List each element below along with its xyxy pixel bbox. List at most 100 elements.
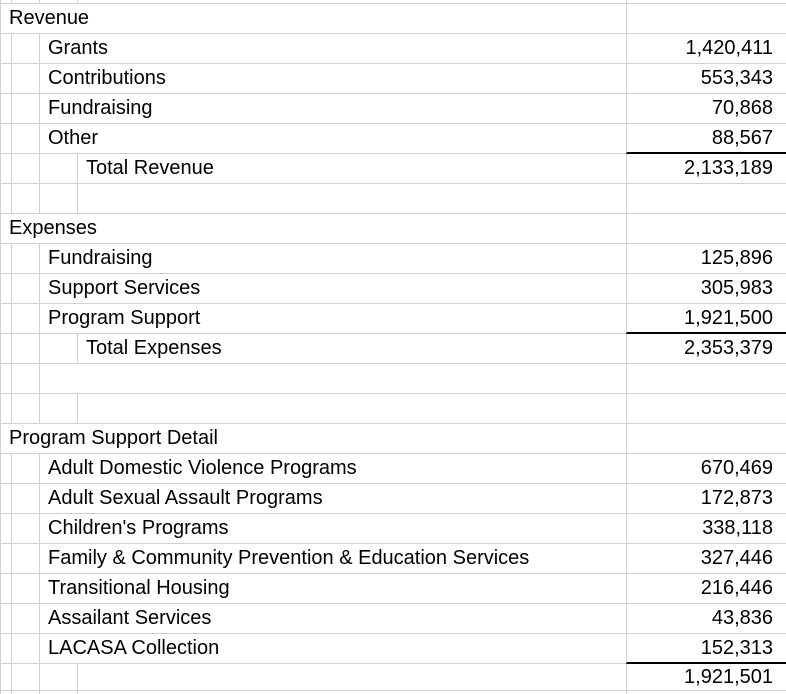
label-cell[interactable]: Expenses (1, 214, 626, 244)
value-cell[interactable]: 2,353,379 (626, 334, 786, 364)
label-cell[interactable] (78, 184, 626, 214)
label-cell[interactable]: Children's Programs (40, 514, 626, 544)
indent-cell-b[interactable] (12, 574, 40, 604)
label-cell[interactable]: Transitional Housing (40, 574, 626, 604)
indent-cell-b[interactable] (12, 64, 40, 94)
indent-cell-a[interactable] (1, 484, 12, 514)
label-cell[interactable]: Support Services (40, 274, 626, 304)
indent-cell-a[interactable] (1, 94, 12, 124)
indent-cell-b[interactable] (12, 454, 40, 484)
indent-cell-a[interactable] (1, 691, 12, 694)
label-cell[interactable]: Adult Domestic Violence Programs (40, 454, 626, 484)
value-cell[interactable] (626, 184, 786, 214)
indent-cell-a[interactable] (1, 244, 12, 274)
indent-cell-a[interactable] (1, 664, 12, 691)
indent-cell-b[interactable] (12, 691, 40, 694)
indent-cell-b[interactable] (12, 244, 40, 274)
value-cell[interactable]: 216,446 (626, 574, 786, 604)
indent-cell-a[interactable] (1, 364, 12, 394)
label-cell[interactable]: Fundraising (40, 94, 626, 124)
value-cell[interactable]: 43,836 (626, 604, 786, 634)
indent-cell-b[interactable] (12, 484, 40, 514)
indent-cell-a[interactable] (1, 34, 12, 64)
indent-cell-b[interactable] (12, 184, 40, 214)
indent-cell-a[interactable] (1, 124, 12, 154)
indent-cell-c[interactable] (40, 334, 78, 364)
indent-cell-a[interactable] (1, 454, 12, 484)
indent-cell-a[interactable] (1, 634, 12, 664)
indent-cell-b[interactable] (12, 394, 40, 424)
indent-cell-b[interactable] (12, 0, 40, 4)
value-cell[interactable]: 553,343 (626, 64, 786, 94)
indent-cell-c[interactable] (40, 664, 78, 691)
label-cell[interactable]: Grants (40, 34, 626, 64)
value-cell[interactable]: 172,873 (626, 484, 786, 514)
value-cell[interactable]: 88,567 (626, 124, 786, 154)
value-cell[interactable] (626, 691, 786, 694)
label-cell[interactable] (78, 394, 626, 424)
indent-cell-a[interactable] (1, 304, 12, 334)
value-cell[interactable]: 70,868 (626, 94, 786, 124)
indent-cell-b[interactable] (12, 94, 40, 124)
value-cell[interactable] (626, 424, 786, 454)
label-cell[interactable] (78, 0, 626, 4)
indent-cell-c[interactable] (40, 154, 78, 184)
label-cell[interactable]: Fundraising (40, 244, 626, 274)
indent-cell-c[interactable] (40, 184, 78, 214)
indent-cell-a[interactable] (1, 274, 12, 304)
indent-cell-c[interactable] (40, 0, 78, 4)
indent-cell-a[interactable] (1, 544, 12, 574)
label-cell[interactable]: Other (40, 124, 626, 154)
label-cell[interactable]: Family & Community Prevention & Educatio… (40, 544, 626, 574)
indent-cell-a[interactable] (1, 0, 12, 4)
label-cell[interactable] (78, 664, 626, 691)
value-cell[interactable]: 2,133,189 (626, 154, 786, 184)
indent-cell-a[interactable] (1, 64, 12, 94)
indent-cell-b[interactable] (12, 304, 40, 334)
indent-cell-a[interactable] (1, 154, 12, 184)
indent-cell-a[interactable] (1, 574, 12, 604)
value-cell[interactable] (626, 0, 786, 4)
value-cell[interactable]: 1,420,411 (626, 34, 786, 64)
indent-cell-b[interactable] (12, 664, 40, 691)
label-cell[interactable]: Contributions (40, 64, 626, 94)
indent-cell-b[interactable] (12, 34, 40, 64)
label-cell[interactable]: LACASA Collection (40, 634, 626, 664)
indent-cell-a[interactable] (1, 604, 12, 634)
label-cell[interactable] (40, 364, 626, 394)
value-cell[interactable]: 152,313 (626, 634, 786, 664)
value-cell[interactable] (626, 214, 786, 244)
value-cell[interactable]: 1,921,500 (626, 304, 786, 334)
indent-cell-a[interactable] (1, 184, 12, 214)
value-cell[interactable]: 125,896 (626, 244, 786, 274)
indent-cell-b[interactable] (12, 274, 40, 304)
label-cell[interactable]: Revenue (1, 4, 626, 34)
label-cell[interactable]: Program Support (40, 304, 626, 334)
indent-cell-b[interactable] (12, 124, 40, 154)
indent-cell-b[interactable] (12, 544, 40, 574)
indent-cell-b[interactable] (12, 154, 40, 184)
indent-cell-b[interactable] (12, 604, 40, 634)
label-cell[interactable]: Total Revenue (78, 154, 626, 184)
indent-cell-a[interactable] (1, 394, 12, 424)
indent-cell-c[interactable] (40, 394, 78, 424)
indent-cell-b[interactable] (12, 514, 40, 544)
label-cell[interactable]: Assailant Services (40, 604, 626, 634)
value-cell[interactable]: 1,921,501 (626, 664, 786, 691)
value-cell[interactable]: 338,118 (626, 514, 786, 544)
indent-cell-b[interactable] (12, 634, 40, 664)
label-cell[interactable]: Total Expenses (78, 334, 626, 364)
value-cell[interactable] (626, 364, 786, 394)
value-cell[interactable] (626, 394, 786, 424)
value-cell[interactable]: 670,469 (626, 454, 786, 484)
value-cell[interactable] (626, 4, 786, 34)
indent-cell-a[interactable] (1, 514, 12, 544)
value-cell[interactable]: 305,983 (626, 274, 786, 304)
indent-cell-a[interactable] (1, 334, 12, 364)
indent-cell-c[interactable] (40, 691, 78, 694)
label-cell[interactable]: Program Support Detail (1, 424, 626, 454)
value-cell[interactable]: 327,446 (626, 544, 786, 574)
indent-cell-b[interactable] (12, 364, 40, 394)
label-cell[interactable]: Adult Sexual Assault Programs (40, 484, 626, 514)
indent-cell-b[interactable] (12, 334, 40, 364)
